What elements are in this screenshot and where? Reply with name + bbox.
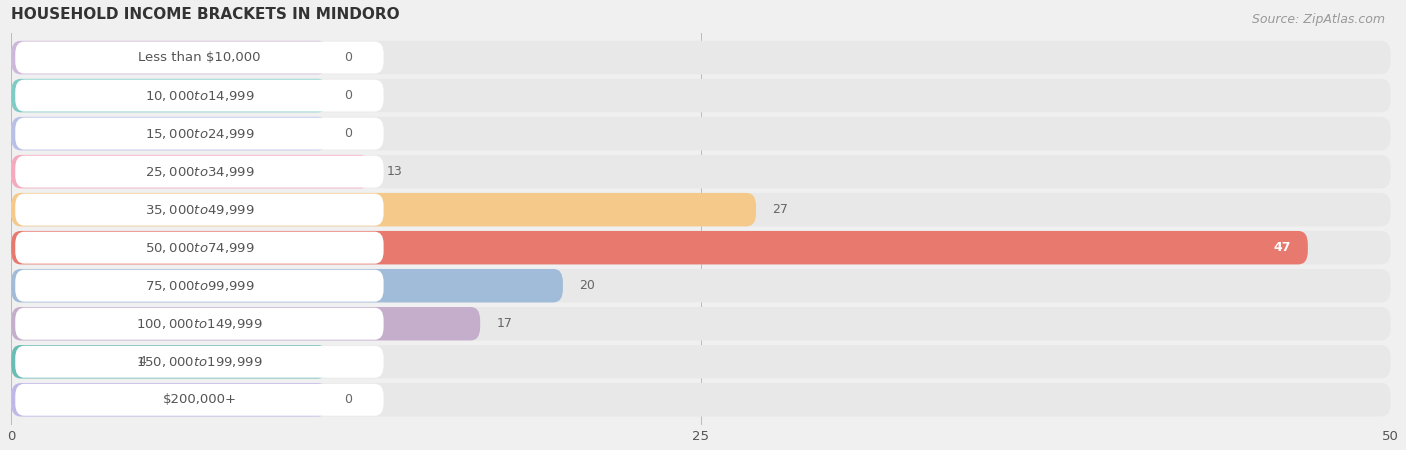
FancyBboxPatch shape: [11, 307, 1391, 341]
Text: HOUSEHOLD INCOME BRACKETS IN MINDORO: HOUSEHOLD INCOME BRACKETS IN MINDORO: [11, 7, 399, 22]
Text: $200,000+: $200,000+: [163, 393, 236, 406]
FancyBboxPatch shape: [11, 193, 756, 226]
FancyBboxPatch shape: [11, 79, 328, 112]
FancyBboxPatch shape: [11, 117, 328, 150]
FancyBboxPatch shape: [11, 117, 1391, 150]
Text: $35,000 to $49,999: $35,000 to $49,999: [145, 202, 254, 216]
Text: 17: 17: [496, 317, 513, 330]
Text: 27: 27: [773, 203, 789, 216]
FancyBboxPatch shape: [11, 155, 1391, 189]
FancyBboxPatch shape: [15, 270, 384, 302]
FancyBboxPatch shape: [11, 345, 328, 378]
FancyBboxPatch shape: [11, 155, 370, 189]
Text: 0: 0: [344, 393, 353, 406]
Text: $15,000 to $24,999: $15,000 to $24,999: [145, 126, 254, 140]
FancyBboxPatch shape: [11, 383, 328, 417]
Text: $25,000 to $34,999: $25,000 to $34,999: [145, 165, 254, 179]
FancyBboxPatch shape: [11, 41, 1391, 74]
FancyBboxPatch shape: [15, 156, 384, 188]
Text: 4: 4: [138, 355, 146, 368]
Text: $75,000 to $99,999: $75,000 to $99,999: [145, 279, 254, 292]
FancyBboxPatch shape: [11, 193, 1391, 226]
Text: $100,000 to $149,999: $100,000 to $149,999: [136, 317, 263, 331]
Text: $50,000 to $74,999: $50,000 to $74,999: [145, 241, 254, 255]
FancyBboxPatch shape: [11, 41, 328, 74]
Text: 0: 0: [344, 89, 353, 102]
FancyBboxPatch shape: [15, 346, 384, 378]
Text: 20: 20: [579, 279, 595, 292]
Text: 47: 47: [1274, 241, 1291, 254]
Text: 0: 0: [344, 51, 353, 64]
Text: $150,000 to $199,999: $150,000 to $199,999: [136, 355, 263, 369]
FancyBboxPatch shape: [15, 80, 384, 112]
FancyBboxPatch shape: [15, 308, 384, 340]
FancyBboxPatch shape: [15, 194, 384, 225]
Text: 13: 13: [387, 165, 402, 178]
FancyBboxPatch shape: [11, 231, 1308, 265]
FancyBboxPatch shape: [11, 231, 1391, 265]
FancyBboxPatch shape: [11, 383, 1391, 417]
FancyBboxPatch shape: [11, 269, 562, 302]
Text: 0: 0: [344, 127, 353, 140]
FancyBboxPatch shape: [11, 307, 481, 341]
FancyBboxPatch shape: [15, 41, 384, 73]
Text: Source: ZipAtlas.com: Source: ZipAtlas.com: [1251, 14, 1385, 27]
FancyBboxPatch shape: [11, 79, 1391, 112]
FancyBboxPatch shape: [11, 345, 1391, 378]
FancyBboxPatch shape: [15, 232, 384, 264]
Text: $10,000 to $14,999: $10,000 to $14,999: [145, 89, 254, 103]
Text: Less than $10,000: Less than $10,000: [138, 51, 260, 64]
FancyBboxPatch shape: [15, 384, 384, 416]
FancyBboxPatch shape: [15, 117, 384, 149]
FancyBboxPatch shape: [11, 269, 1391, 302]
